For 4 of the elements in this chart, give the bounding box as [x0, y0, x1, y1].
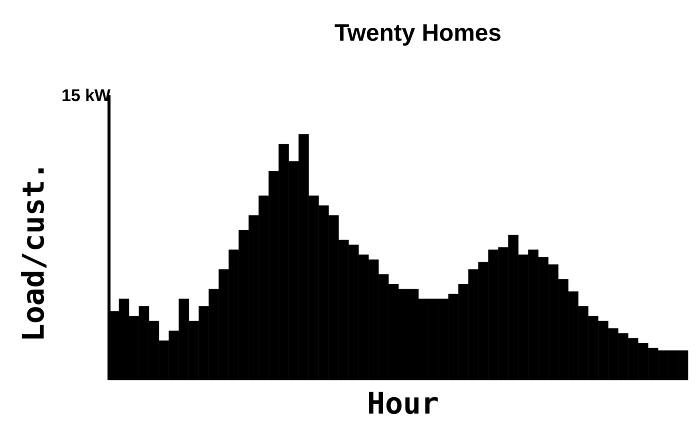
x-axis-title: Hour [369, 392, 438, 414]
text: 15 kW [62, 88, 110, 102]
y-axis-title: Load/cust. [21, 168, 46, 338]
chart-title: Twenty Homes [334, 24, 500, 46]
